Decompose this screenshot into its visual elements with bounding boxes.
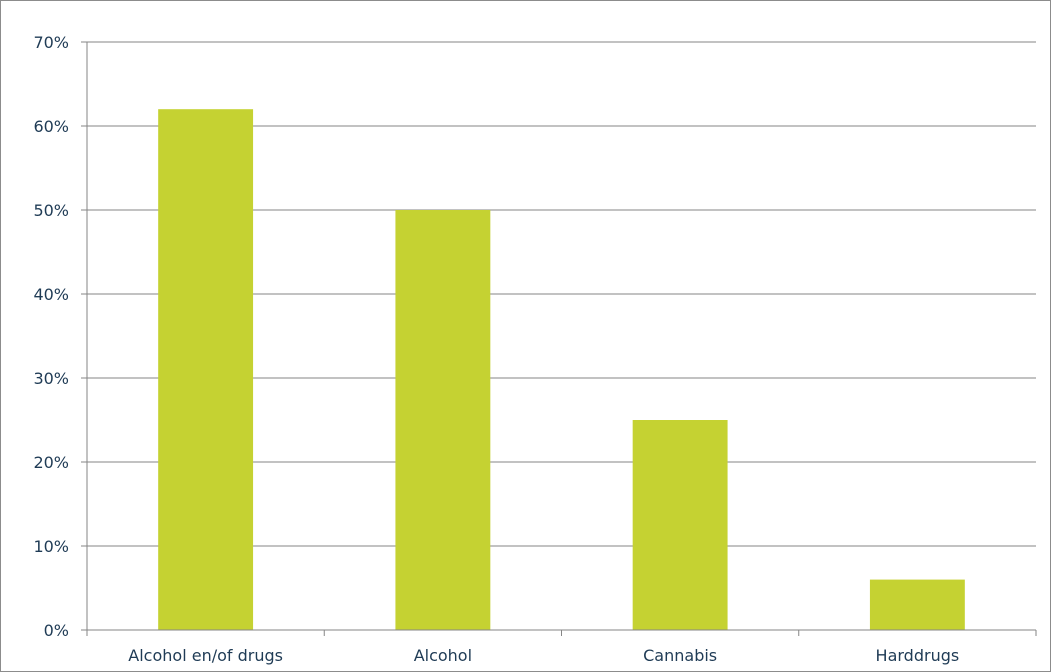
x-tick-label: Alcohol en/of drugs	[128, 646, 283, 665]
y-axis-tick-labels: 0% 10% 20% 30% 40% 50% 60% 70%	[33, 33, 69, 640]
y-tick-label: 0%	[44, 621, 69, 640]
axes	[81, 41, 1037, 636]
y-tick-label: 70%	[33, 33, 69, 52]
x-tick-label: Harddrugs	[876, 646, 960, 665]
y-tick-label: 20%	[33, 453, 69, 472]
bar-harddrugs	[869, 579, 965, 630]
x-tick-label: Cannabis	[643, 646, 717, 665]
bars	[158, 109, 965, 630]
x-tick-label: Alcohol	[414, 646, 472, 665]
bar-alcohol-en-of-drugs	[158, 109, 254, 630]
y-tick-label: 40%	[33, 285, 69, 304]
y-tick-label: 10%	[33, 537, 69, 556]
bar-cannabis	[632, 420, 728, 630]
y-tick-label: 60%	[33, 117, 69, 136]
bar-alcohol	[395, 210, 491, 630]
y-tick-label: 50%	[33, 201, 69, 220]
y-tick-label: 30%	[33, 369, 69, 388]
x-axis-tick-labels: Alcohol en/of drugs Alcohol Cannabis Harddr…	[128, 646, 959, 665]
